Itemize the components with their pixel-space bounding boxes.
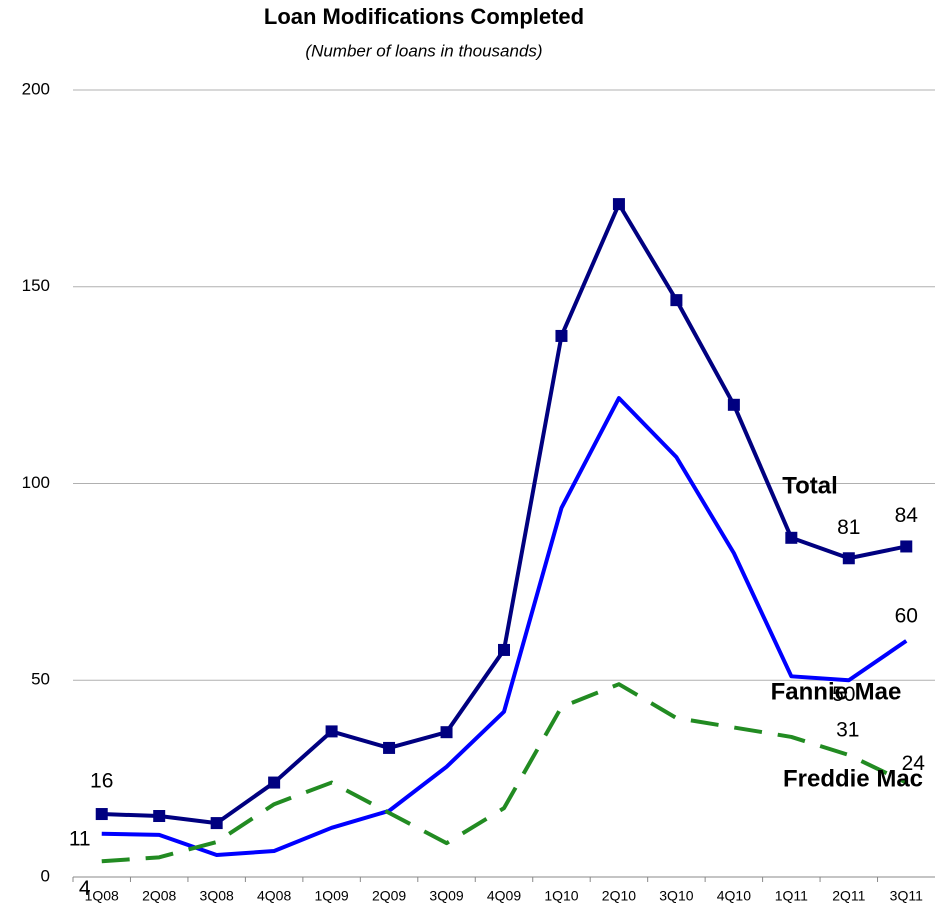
point-marker bbox=[383, 741, 396, 754]
point-marker bbox=[612, 198, 625, 211]
point-marker bbox=[670, 294, 683, 307]
chart-subtitle: (Number of loans in thousands) bbox=[305, 41, 542, 60]
y-tick-label: 150 bbox=[22, 276, 50, 295]
y-tick-label: 0 bbox=[41, 866, 50, 885]
x-tick-label: 2Q10 bbox=[602, 888, 636, 904]
series-line bbox=[101, 682, 908, 864]
x-tick-label: 1Q08 bbox=[85, 888, 119, 904]
series-name-label: Fannie Mae bbox=[771, 678, 902, 705]
chart-title: Loan Modifications Completed bbox=[264, 4, 584, 29]
data-label: 24 bbox=[902, 752, 926, 775]
point-marker bbox=[727, 398, 740, 411]
point-marker bbox=[555, 329, 568, 342]
point-marker bbox=[498, 643, 510, 656]
point-marker bbox=[95, 808, 108, 821]
data-label: 81 bbox=[837, 516, 860, 539]
x-tick-label: 3Q10 bbox=[659, 888, 693, 904]
data-label: 11 bbox=[69, 827, 91, 850]
series-name-label: Total bbox=[782, 472, 838, 499]
point-marker bbox=[325, 725, 338, 738]
y-tick-label: 50 bbox=[31, 670, 50, 689]
x-tick-label: 4Q10 bbox=[717, 888, 751, 904]
x-tick-label: 2Q08 bbox=[142, 888, 176, 904]
x-tick-label: 2Q11 bbox=[832, 888, 865, 904]
y-tick-label: 100 bbox=[22, 473, 50, 492]
x-tick-label: 1Q09 bbox=[314, 888, 348, 904]
x-tick-label: 3Q08 bbox=[200, 888, 234, 904]
series-name-label: Freddie Mac bbox=[783, 765, 923, 792]
data-label: 31 bbox=[836, 719, 859, 742]
data-label: 60 bbox=[895, 604, 918, 627]
data-label: 84 bbox=[895, 504, 919, 527]
data-label: 4 bbox=[79, 877, 91, 900]
point-marker bbox=[785, 531, 798, 544]
data-label: 50 bbox=[832, 683, 855, 706]
x-tick-label: 1Q10 bbox=[544, 888, 578, 904]
x-tick-label: 4Q08 bbox=[257, 888, 291, 904]
series-line bbox=[101, 202, 907, 826]
x-tick-label: 3Q11 bbox=[890, 888, 923, 904]
x-tick-label: 2Q09 bbox=[372, 888, 406, 904]
point-marker bbox=[440, 726, 453, 739]
x-tick-label: 1Q11 bbox=[775, 888, 808, 904]
x-tick-label: 3Q09 bbox=[429, 888, 463, 904]
point-marker bbox=[268, 776, 281, 789]
x-tick-label: 4Q09 bbox=[487, 888, 521, 904]
point-marker bbox=[153, 810, 166, 823]
series-line bbox=[101, 396, 908, 857]
point-marker bbox=[900, 540, 913, 553]
data-label: 16 bbox=[90, 770, 113, 793]
point-marker bbox=[210, 817, 223, 830]
y-tick-label: 200 bbox=[22, 79, 50, 98]
point-marker bbox=[842, 552, 855, 565]
